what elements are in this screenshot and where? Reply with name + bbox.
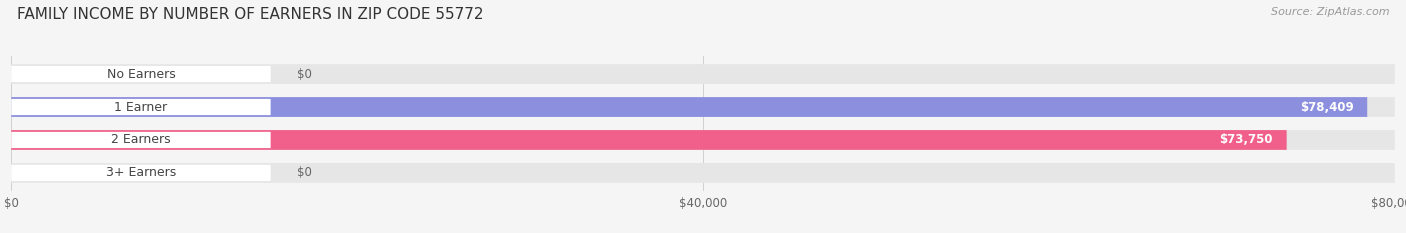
Text: $73,750: $73,750 (1219, 134, 1272, 147)
FancyBboxPatch shape (11, 99, 270, 115)
FancyBboxPatch shape (11, 66, 270, 82)
Text: No Earners: No Earners (107, 68, 176, 81)
Text: 2 Earners: 2 Earners (111, 134, 170, 147)
FancyBboxPatch shape (11, 97, 1395, 117)
Text: $0: $0 (297, 166, 312, 179)
FancyBboxPatch shape (11, 97, 1367, 117)
Text: $78,409: $78,409 (1299, 100, 1354, 113)
FancyBboxPatch shape (11, 130, 1286, 150)
Text: FAMILY INCOME BY NUMBER OF EARNERS IN ZIP CODE 55772: FAMILY INCOME BY NUMBER OF EARNERS IN ZI… (17, 7, 484, 22)
Text: 3+ Earners: 3+ Earners (105, 166, 176, 179)
Text: Source: ZipAtlas.com: Source: ZipAtlas.com (1271, 7, 1389, 17)
FancyBboxPatch shape (11, 132, 270, 148)
FancyBboxPatch shape (11, 163, 1395, 183)
FancyBboxPatch shape (11, 130, 1395, 150)
Text: 1 Earner: 1 Earner (114, 100, 167, 113)
Text: $0: $0 (297, 68, 312, 81)
FancyBboxPatch shape (11, 64, 1395, 84)
FancyBboxPatch shape (11, 165, 270, 181)
